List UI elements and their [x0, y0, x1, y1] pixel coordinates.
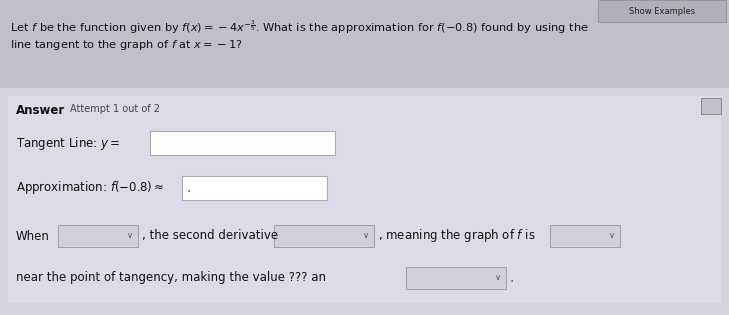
- Bar: [58, 225, 138, 247]
- Text: ∨: ∨: [363, 232, 369, 240]
- Text: ∨: ∨: [609, 232, 615, 240]
- Bar: [598, 0, 726, 22]
- Text: Tangent Line: $y =$: Tangent Line: $y =$: [16, 135, 120, 152]
- Bar: [701, 98, 721, 114]
- Bar: [406, 267, 506, 289]
- Text: Approximation: $f(-0.8) \approx$: Approximation: $f(-0.8) \approx$: [16, 180, 164, 197]
- Text: When: When: [16, 230, 50, 243]
- Bar: [0, 0, 729, 88]
- Text: , meaning the graph of $f$ is: , meaning the graph of $f$ is: [378, 227, 536, 244]
- Text: Answer: Answer: [16, 104, 66, 117]
- Text: Let $f$ be the function given by $f(x) = -4x^{-\frac{3}{5}}$. What is the approx: Let $f$ be the function given by $f(x) =…: [10, 18, 589, 36]
- Text: ∨: ∨: [495, 273, 501, 283]
- Text: , the second derivative: , the second derivative: [142, 230, 278, 243]
- Text: Show Examples: Show Examples: [629, 7, 695, 15]
- Bar: [550, 225, 620, 247]
- Text: Attempt 1 out of 2: Attempt 1 out of 2: [70, 104, 160, 114]
- Bar: [274, 225, 374, 247]
- Bar: [0, 88, 729, 315]
- Text: line tangent to the graph of $f$ at $x = -1$?: line tangent to the graph of $f$ at $x =…: [10, 38, 243, 52]
- Text: .: .: [510, 271, 515, 285]
- Bar: [8, 96, 721, 303]
- Text: near the point of tangency, making the value ??? an: near the point of tangency, making the v…: [16, 272, 326, 284]
- Bar: [182, 176, 327, 200]
- Text: ∨: ∨: [127, 232, 133, 240]
- Bar: [150, 131, 335, 155]
- Text: .: .: [187, 181, 192, 195]
